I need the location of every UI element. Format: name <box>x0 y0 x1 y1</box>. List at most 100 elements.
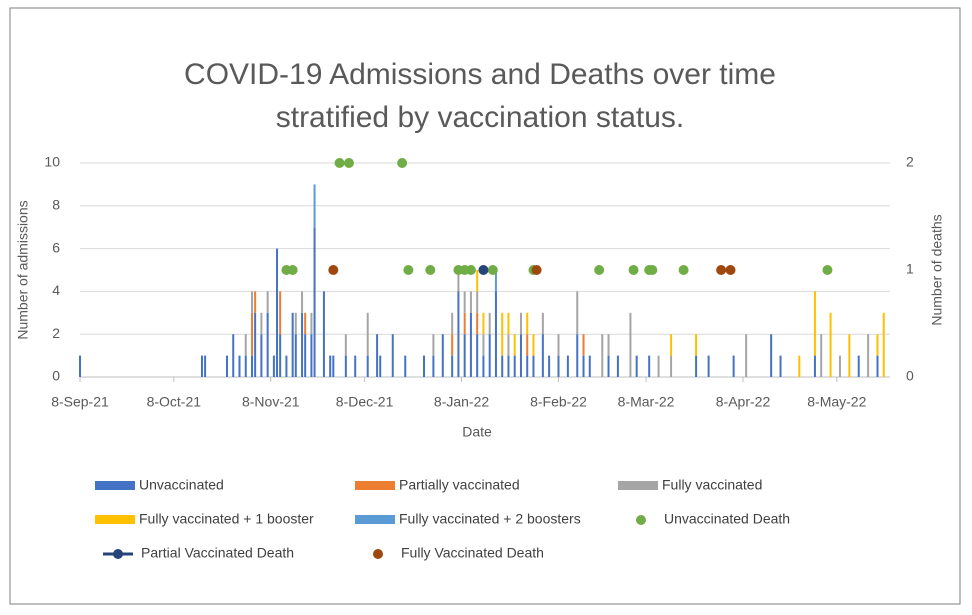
bar <box>582 334 585 356</box>
bar <box>513 355 516 377</box>
x-tick-label: 8-Dec-21 <box>336 394 394 410</box>
bar <box>279 334 282 377</box>
bar <box>557 355 560 377</box>
bar <box>313 227 316 377</box>
bar <box>745 334 748 377</box>
bar <box>507 355 510 377</box>
bar <box>254 312 257 377</box>
bar <box>507 312 510 335</box>
bar <box>225 355 228 377</box>
legend-marker <box>373 549 383 559</box>
bar <box>200 355 203 377</box>
bar <box>366 355 369 377</box>
bar <box>276 248 279 377</box>
x-tick-label: 8-Apr-22 <box>716 394 771 410</box>
death-point <box>725 265 736 275</box>
chart-title: stratified by vaccination status. <box>276 101 685 134</box>
x-tick-label: 8-Oct-21 <box>147 394 202 410</box>
death-point <box>594 265 605 275</box>
bar <box>670 334 673 356</box>
bar <box>310 312 313 335</box>
bar <box>432 355 435 377</box>
bar <box>882 312 885 377</box>
bar <box>272 355 275 377</box>
bar <box>501 355 504 377</box>
bar <box>232 334 235 377</box>
bar <box>366 312 369 356</box>
bar <box>588 355 591 377</box>
bar <box>322 291 325 377</box>
bar <box>244 334 247 356</box>
bar <box>867 334 870 377</box>
bar <box>379 355 382 377</box>
bar <box>532 355 535 377</box>
bar <box>266 312 269 377</box>
bar <box>779 355 782 377</box>
death-point <box>678 265 689 275</box>
bar <box>707 355 710 377</box>
bar <box>848 334 851 377</box>
legend-swatch <box>355 515 395 524</box>
y2-tick-label: 0 <box>906 368 914 384</box>
bar <box>457 270 460 292</box>
bar <box>507 334 510 356</box>
legend-label: Partially vaccinated <box>399 477 520 493</box>
y2-tick-label: 2 <box>906 154 914 170</box>
bar <box>607 355 610 377</box>
bar <box>519 334 522 377</box>
bar <box>526 312 529 335</box>
death-point <box>328 265 339 275</box>
bar <box>251 312 254 356</box>
bar <box>476 270 479 292</box>
legend-swatch <box>95 515 135 524</box>
legend-label: Fully vaccinated <box>662 477 762 493</box>
bar <box>526 355 529 377</box>
bar <box>601 334 604 377</box>
death-point <box>647 265 658 275</box>
death-point <box>403 265 414 275</box>
y-tick-label: 8 <box>52 197 60 213</box>
bar <box>310 334 313 377</box>
legend-swatch <box>618 481 658 490</box>
death-point <box>628 265 639 275</box>
legend-label: Fully vaccinated + 2 boosters <box>399 511 581 527</box>
y-tick-label: 0 <box>52 368 60 384</box>
bar <box>695 355 698 377</box>
bar <box>301 312 304 377</box>
y-tick-label: 4 <box>52 282 60 298</box>
legend-marker <box>113 549 123 559</box>
death-point <box>487 265 498 275</box>
death-point <box>531 265 542 275</box>
y2-tick-label: 1 <box>906 261 914 277</box>
bar <box>376 334 379 377</box>
bar <box>526 334 529 356</box>
bar <box>829 312 832 377</box>
x-tick-label: 8-Mar-22 <box>618 394 675 410</box>
bar <box>238 355 241 377</box>
bar <box>488 312 491 335</box>
y-tick-label: 2 <box>52 325 60 341</box>
bar <box>532 334 535 356</box>
bar <box>732 355 735 377</box>
bar <box>820 334 823 377</box>
bar <box>441 334 444 377</box>
bar <box>266 291 269 313</box>
bar <box>876 334 879 356</box>
bar <box>451 355 454 377</box>
bar <box>469 312 472 377</box>
bar <box>635 355 638 377</box>
bar <box>670 355 673 377</box>
death-point <box>425 265 436 275</box>
bar <box>301 291 304 313</box>
bar <box>629 312 632 377</box>
bar <box>876 355 879 377</box>
death-point <box>343 158 354 168</box>
bar <box>476 291 479 313</box>
bar <box>291 312 294 377</box>
y-tick-label: 10 <box>44 154 60 170</box>
bar <box>304 312 307 335</box>
bar <box>244 355 247 377</box>
y-axis-label: Number of admissions <box>15 200 31 339</box>
bar <box>494 270 497 292</box>
bar <box>548 355 551 377</box>
